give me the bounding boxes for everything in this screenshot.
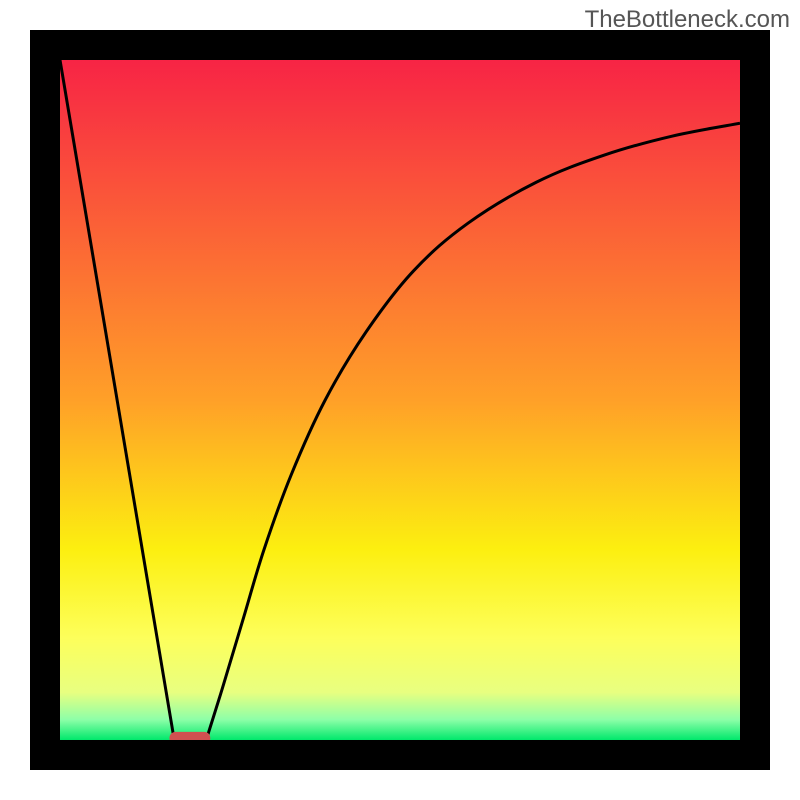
- chart-border: [30, 30, 770, 770]
- chart-container: TheBottleneck.com: [0, 0, 800, 800]
